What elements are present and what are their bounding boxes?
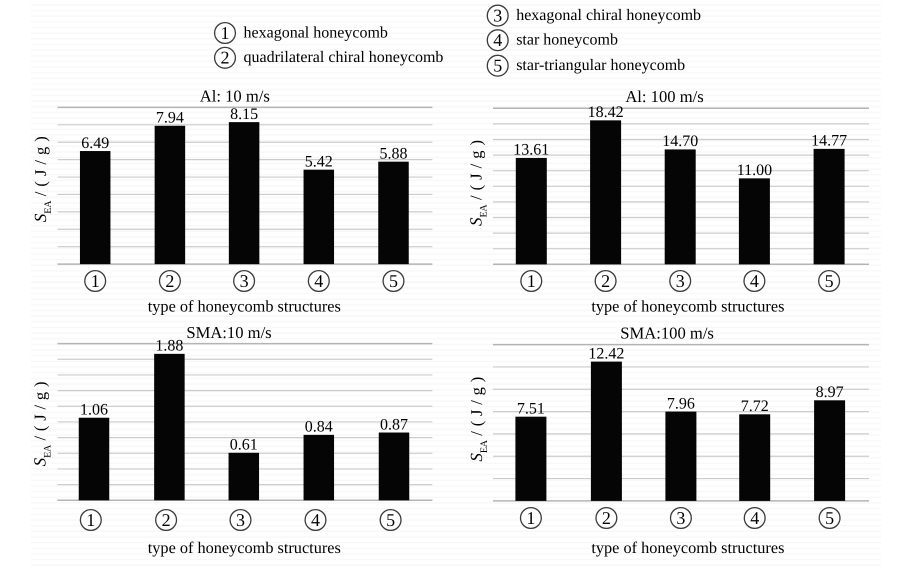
- svg-text:Al: 100 m/s: Al: 100 m/s: [625, 87, 703, 106]
- svg-text:5: 5: [825, 271, 834, 291]
- svg-text:2: 2: [162, 510, 171, 530]
- svg-text:1: 1: [91, 271, 100, 291]
- svg-text:quadrilateral chiral honeycomb: quadrilateral chiral honeycomb: [244, 49, 444, 66]
- svg-text:5.88: 5.88: [380, 146, 408, 163]
- svg-text:3: 3: [676, 508, 685, 528]
- svg-text:5: 5: [389, 271, 398, 291]
- svg-text:type of honeycomb structures: type of honeycomb structures: [148, 296, 341, 315]
- svg-text:SMA:100 m/s: SMA:100 m/s: [620, 324, 714, 343]
- svg-text:11.00: 11.00: [737, 162, 772, 179]
- svg-text:18.42: 18.42: [588, 104, 624, 121]
- svg-text:2: 2: [221, 48, 230, 68]
- svg-text:0.84: 0.84: [305, 419, 333, 436]
- svg-text:7.94: 7.94: [156, 110, 184, 127]
- svg-text:star-triangular honeycomb: star-triangular honeycomb: [516, 57, 685, 74]
- svg-text:2: 2: [602, 508, 611, 528]
- svg-text:4: 4: [750, 271, 759, 291]
- svg-text:14.77: 14.77: [811, 133, 847, 150]
- svg-text:6.49: 6.49: [81, 135, 109, 152]
- svg-text:3: 3: [676, 271, 685, 291]
- svg-text:type of honeycomb structures: type of honeycomb structures: [591, 296, 784, 315]
- svg-text:type of honeycomb structures: type of honeycomb structures: [591, 538, 784, 557]
- svg-text:8.15: 8.15: [230, 106, 258, 123]
- svg-text:5: 5: [386, 510, 395, 530]
- svg-text:4: 4: [750, 508, 759, 528]
- svg-text:5: 5: [493, 56, 502, 76]
- svg-text:3: 3: [493, 6, 502, 26]
- svg-text:3: 3: [240, 271, 249, 291]
- svg-text:type of honeycomb structures: type of honeycomb structures: [148, 538, 341, 557]
- svg-text:0.61: 0.61: [230, 437, 258, 454]
- svg-text:0.87: 0.87: [380, 416, 408, 433]
- svg-text:2: 2: [165, 271, 174, 291]
- svg-text:1: 1: [86, 510, 95, 530]
- svg-text:1: 1: [221, 23, 230, 43]
- svg-text:SEA / ( J / g ): SEA / ( J / g ): [31, 381, 54, 466]
- svg-text:2: 2: [601, 271, 610, 291]
- svg-text:3: 3: [236, 510, 245, 530]
- svg-text:SEA / ( J / g ): SEA / ( J / g ): [467, 376, 490, 461]
- svg-text:1: 1: [527, 271, 536, 291]
- svg-text:14.70: 14.70: [662, 133, 698, 150]
- svg-text:hexagonal honeycomb: hexagonal honeycomb: [244, 24, 388, 41]
- svg-text:star honeycomb: star honeycomb: [516, 32, 618, 49]
- svg-text:5: 5: [825, 508, 834, 528]
- svg-text:hexagonal chiral honeycomb: hexagonal chiral honeycomb: [516, 7, 701, 24]
- svg-text:4: 4: [311, 510, 320, 530]
- svg-text:7.72: 7.72: [741, 398, 769, 415]
- svg-text:8.97: 8.97: [816, 384, 844, 401]
- svg-text:5.42: 5.42: [305, 154, 333, 171]
- svg-text:12.42: 12.42: [588, 345, 624, 362]
- svg-text:Al: 10 m/s: Al: 10 m/s: [200, 87, 270, 106]
- svg-text:4: 4: [493, 30, 502, 50]
- svg-text:1.06: 1.06: [80, 402, 108, 419]
- svg-text:1.88: 1.88: [155, 338, 183, 355]
- svg-text:13.61: 13.61: [513, 142, 549, 159]
- svg-text:7.96: 7.96: [667, 395, 695, 412]
- svg-text:7.51: 7.51: [517, 401, 545, 418]
- svg-text:4: 4: [314, 271, 323, 291]
- svg-text:SEA / ( J / g ): SEA / ( J / g ): [467, 140, 490, 226]
- svg-text:SMA:10 m/s: SMA:10 m/s: [186, 323, 271, 342]
- svg-text:SEA / ( J / g ): SEA / ( J / g ): [31, 136, 54, 222]
- svg-text:1: 1: [526, 508, 535, 528]
